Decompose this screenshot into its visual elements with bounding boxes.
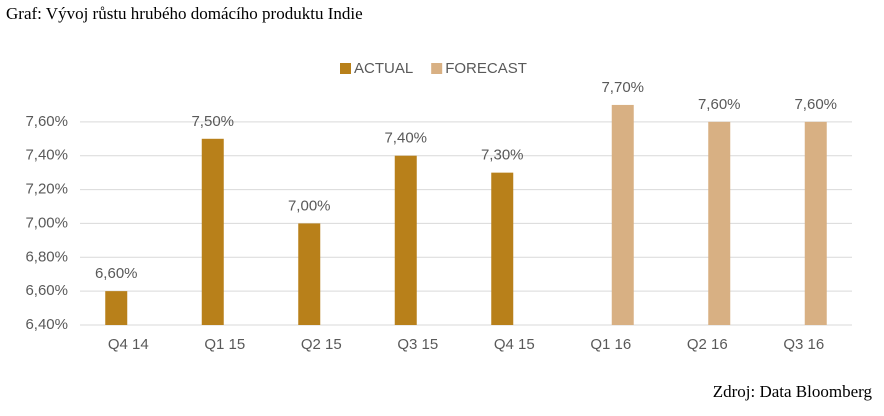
y-tick-label: 6,40% — [25, 316, 68, 333]
x-tick-label: Q3 16 — [783, 336, 824, 353]
bar — [394, 155, 417, 325]
source: Zdroj: Data Bloomberg — [713, 382, 873, 401]
x-tick-label: Q1 15 — [204, 336, 245, 353]
legend-swatch — [340, 63, 351, 74]
y-tick-label: 7,20% — [25, 181, 68, 198]
bar — [611, 104, 634, 325]
bar — [491, 172, 514, 325]
x-tick-label: Q4 15 — [494, 336, 535, 353]
data-label: 7,40% — [384, 130, 427, 147]
data-label: 7,30% — [481, 147, 524, 164]
bar — [298, 223, 321, 325]
x-tick-label: Q3 15 — [397, 336, 438, 353]
y-tick-label: 7,00% — [25, 214, 68, 231]
bar — [708, 121, 731, 325]
chart-title: Graf: Vývoj růstu hrubého domácího produ… — [6, 4, 363, 23]
y-tick-label: 6,80% — [25, 248, 68, 265]
x-tick-label: Q2 15 — [301, 336, 342, 353]
bar — [804, 121, 827, 325]
data-label: 6,60% — [95, 265, 138, 282]
y-tick-label: 7,40% — [25, 147, 68, 164]
data-label: 7,60% — [698, 96, 741, 113]
data-label: 7,00% — [288, 197, 331, 214]
data-label: 7,60% — [794, 96, 837, 113]
legend-swatch — [431, 63, 443, 74]
y-tick-label: 6,60% — [25, 282, 68, 299]
data-label: 7,50% — [191, 113, 234, 130]
bar — [105, 291, 128, 325]
data-label: 7,70% — [601, 79, 644, 96]
legend-label: ACTUAL — [354, 60, 413, 77]
x-tick-label: Q2 16 — [687, 336, 728, 353]
x-tick-label: Q1 16 — [590, 336, 631, 353]
legend-label: FORECAST — [445, 60, 527, 77]
y-tick-label: 7,60% — [25, 113, 68, 130]
bar — [201, 138, 224, 325]
x-tick-label: Q4 14 — [108, 336, 149, 353]
